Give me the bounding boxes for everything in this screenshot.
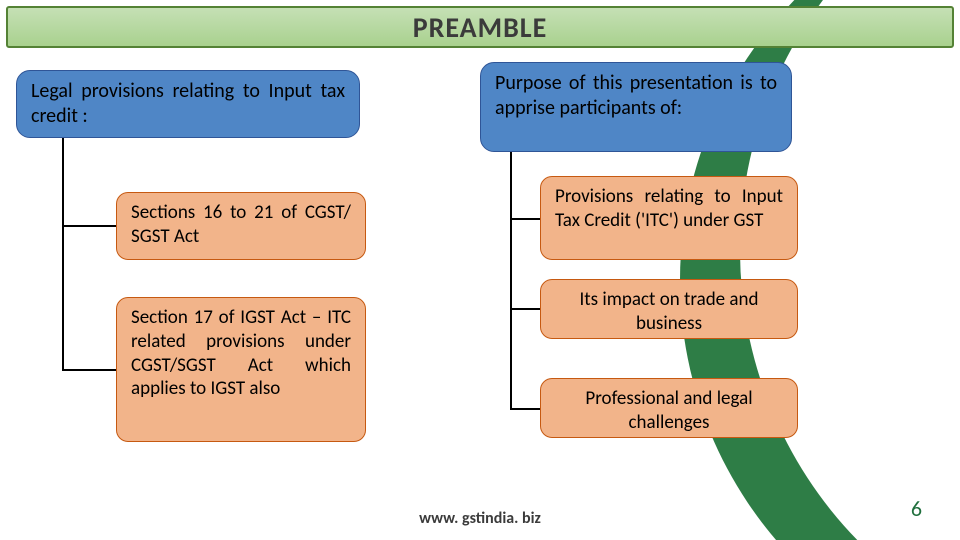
- page-number: 6: [911, 495, 922, 522]
- left-child-2: Section 17 of IGST Act – ITC related pro…: [116, 297, 366, 442]
- right-hline-3: [510, 408, 540, 410]
- right-vline: [510, 152, 512, 409]
- footer-url: www. gstindia. biz: [0, 509, 960, 528]
- left-hline-1: [62, 225, 116, 227]
- right-hline-2: [510, 308, 540, 310]
- right-root-box: Purpose of this presentation is to appri…: [480, 62, 792, 152]
- left-child-1: Sections 16 to 21 of CGST/ SGST Act: [116, 192, 366, 260]
- title-bar: PREAMBLE: [6, 6, 954, 48]
- right-child-3: Professional and legal challenges: [540, 378, 798, 438]
- left-hline-2: [62, 369, 116, 371]
- left-vline: [62, 138, 64, 370]
- right-child-2: Its impact on trade and business: [540, 279, 798, 339]
- right-hline-1: [510, 218, 540, 220]
- right-child-1: Provisions relating to Input Tax Credit …: [540, 176, 798, 260]
- slide: PREAMBLE Legal provisions relating to In…: [0, 0, 960, 540]
- left-root-box: Legal provisions relating to Input tax c…: [16, 70, 360, 138]
- slide-title: PREAMBLE: [413, 10, 548, 45]
